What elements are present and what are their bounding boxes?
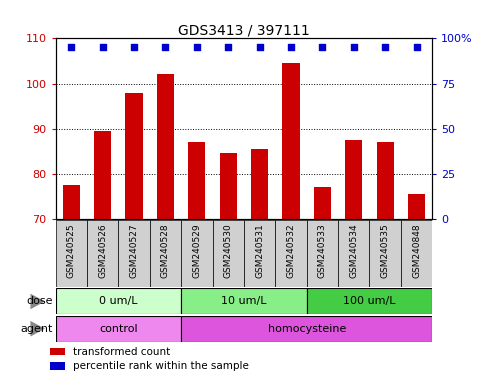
Text: GSM240848: GSM240848 (412, 223, 421, 278)
Bar (213, 220, 244, 287)
Bar (87, 220, 118, 287)
Point (350, 44, 357, 50)
Bar (377, 142, 394, 219)
Text: GSM240528: GSM240528 (161, 223, 170, 278)
Bar (338, 220, 369, 287)
Bar (275, 220, 307, 287)
Bar (56, 316, 181, 342)
Bar (181, 220, 213, 287)
Bar (63, 185, 80, 219)
Bar (307, 288, 432, 314)
Text: percentile rank within the sample: percentile rank within the sample (73, 361, 249, 371)
Text: GSM240531: GSM240531 (255, 223, 264, 278)
Point (99, 44, 107, 50)
Text: 10 um/L: 10 um/L (221, 296, 267, 306)
Bar (56, 288, 181, 314)
Text: GSM240535: GSM240535 (381, 223, 390, 278)
Bar (181, 288, 307, 314)
Bar (181, 316, 432, 342)
Text: 0 um/L: 0 um/L (99, 296, 138, 306)
Text: GSM240532: GSM240532 (286, 223, 296, 278)
Bar (188, 142, 205, 219)
Bar (50, 362, 65, 370)
Bar (408, 194, 425, 219)
Point (256, 44, 264, 50)
Point (68, 44, 75, 50)
Bar (314, 187, 331, 219)
Text: GSM240534: GSM240534 (349, 223, 358, 278)
Bar (244, 220, 275, 287)
Bar (150, 220, 181, 287)
Point (161, 44, 170, 50)
Text: GSM240529: GSM240529 (192, 223, 201, 278)
Text: GSM240526: GSM240526 (98, 223, 107, 278)
Text: GSM240525: GSM240525 (67, 223, 76, 278)
Bar (220, 154, 237, 219)
Text: GSM240527: GSM240527 (129, 223, 139, 278)
Bar (126, 93, 142, 219)
Point (287, 44, 295, 50)
Point (224, 44, 232, 50)
Polygon shape (30, 321, 45, 336)
Point (130, 44, 138, 50)
Bar (94, 131, 111, 219)
Point (319, 44, 327, 50)
Bar (345, 140, 362, 219)
Bar (56, 220, 87, 287)
Bar (369, 220, 401, 287)
Text: homocysteine: homocysteine (268, 324, 346, 334)
Bar (157, 74, 174, 219)
Text: transformed count: transformed count (73, 346, 170, 357)
Text: GSM240530: GSM240530 (224, 223, 233, 278)
Bar (307, 220, 338, 287)
Text: control: control (99, 324, 138, 334)
Polygon shape (30, 294, 45, 309)
Text: GSM240533: GSM240533 (318, 223, 327, 278)
Title: GDS3413 / 397111: GDS3413 / 397111 (178, 23, 310, 37)
Bar (118, 220, 150, 287)
Bar (401, 220, 432, 287)
Bar (283, 63, 299, 219)
Point (193, 44, 201, 50)
Text: 100 um/L: 100 um/L (343, 296, 396, 306)
Text: agent: agent (21, 324, 53, 334)
Text: dose: dose (27, 296, 53, 306)
Point (382, 44, 389, 50)
Point (412, 44, 420, 50)
Bar (251, 149, 268, 219)
Bar (50, 348, 65, 355)
